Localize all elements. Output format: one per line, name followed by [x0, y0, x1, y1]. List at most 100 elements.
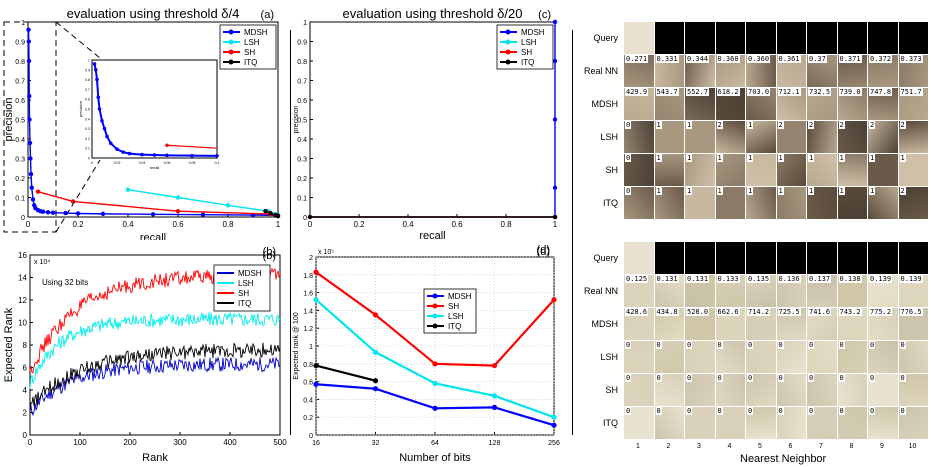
x-axis-label: Number of bits [399, 452, 471, 464]
result-thumbnail: 0 [807, 407, 837, 439]
result-thumbnail: 747.8 [868, 88, 898, 120]
legend-marker-sh [228, 49, 234, 55]
result-thumbnail: 1 [654, 154, 684, 186]
distance-tag: 1 [747, 154, 754, 162]
y-tick-label: 0.9 [297, 40, 307, 47]
column-label: 9 [880, 443, 884, 450]
distance-tag: 1 [686, 154, 693, 162]
inset-y-tick-label: 0.5 [85, 108, 90, 112]
legend-marker-mdsh [505, 29, 511, 35]
column-label: 7 [819, 443, 823, 450]
x-tick-label: 200 [123, 438, 137, 447]
result-thumbnail: 2 [868, 121, 898, 153]
query-cell [746, 22, 776, 54]
x-tick-label: 0.8 [500, 220, 512, 229]
inset-y-tick-label: 0.1 [85, 147, 90, 151]
result-thumbnail: 2 [898, 121, 928, 153]
query-cell [685, 242, 715, 274]
distance-tag: 0.137 [808, 275, 832, 283]
result-thumbnail: 0 [685, 341, 715, 373]
distance-tag: 1 [869, 154, 876, 162]
result-thumbnail: 2 [715, 121, 745, 153]
result-thumbnail: 0.137 [807, 275, 837, 307]
distance-tag: 0.135 [747, 275, 771, 283]
distance-tag: 0 [838, 407, 845, 415]
row-label: SH [605, 384, 618, 395]
result-thumbnail: 0 [807, 341, 837, 373]
distance-tag: 1 [838, 187, 845, 195]
column-label: 3 [697, 443, 701, 450]
y-tick-label: 0.6 [297, 98, 307, 105]
result-thumbnail: 714.2 [746, 308, 776, 340]
column-label: 2 [666, 443, 671, 450]
result-thumbnail: 0.139 [898, 275, 928, 307]
x-tick-label: 0.6 [451, 220, 463, 229]
inset-point-mdsh [102, 126, 107, 131]
legend-marker-itq [228, 59, 234, 65]
legend-marker-lsh [505, 39, 511, 45]
x-tick-label: 32 [372, 440, 380, 447]
inset-point-mdsh [108, 141, 113, 146]
distance-tag: 0 [747, 374, 754, 382]
result-thumbnail: 2 [837, 121, 867, 153]
y-tick-label: 0.2 [303, 415, 313, 422]
distance-tag: 714.2 [747, 308, 771, 316]
distance-tag: 1 [777, 187, 784, 195]
distance-tag: 0 [808, 374, 815, 382]
distance-tag: 0.139 [869, 275, 893, 283]
distance-tag: 428.6 [625, 308, 649, 316]
result-thumbnail: 1 [837, 187, 867, 219]
result-thumbnail: 1 [685, 154, 715, 186]
x-tick-label: 500 [273, 438, 287, 447]
result-thumbnail: 0 [746, 341, 776, 373]
x-tick-label: 1 [276, 220, 281, 229]
result-thumbnail: 0 [868, 407, 898, 439]
data-point-mdsh [30, 197, 36, 202]
query-cell [654, 242, 684, 274]
row-label: Real NN [583, 285, 618, 296]
result-thumbnail: 1 [715, 187, 745, 219]
data-point-mdsh [45, 210, 51, 215]
x-tick-label: 0.4 [402, 220, 414, 229]
distance-tag: 0 [716, 407, 723, 415]
inset-y-tick-label: 0.4 [85, 117, 90, 121]
chart-b-expected-rank: 0 2 4 6 8 10 12 14 16 0 100 200 300 400 500 Rank Expecte… [3, 246, 287, 464]
distance-tag: 0.344 [686, 55, 710, 63]
x-axis-label: Rank [142, 452, 168, 464]
distance-tag: 0 [625, 374, 632, 382]
result-thumbnail: 712.1 [776, 88, 806, 120]
distance-tag: 0 [716, 374, 723, 382]
legend-marker-itq [432, 323, 438, 329]
y-tick-label: 6 [23, 364, 28, 373]
query-cell [868, 242, 898, 274]
data-point-itq [263, 208, 268, 214]
data-point-mdsh [75, 211, 81, 216]
distance-tag: 0.331 [655, 55, 679, 63]
result-thumbnail: 0.371 [837, 55, 867, 87]
data-point-mdsh [50, 210, 56, 215]
y-tick-label: 0.4 [15, 137, 25, 144]
y-tick-label: 1 [21, 20, 25, 27]
x-tick-label: 64 [431, 440, 439, 447]
y-tick-label: 1.6 [303, 291, 313, 298]
distance-tag: 1 [716, 187, 723, 195]
distance-tag: 0.131 [686, 275, 710, 283]
legend-marker-mdsh [228, 29, 234, 35]
row-label: LSH [600, 131, 618, 142]
result-thumbnail: 0 [898, 341, 928, 373]
column-label: 6 [788, 443, 793, 450]
row-label: ITQ [603, 197, 618, 208]
result-thumbnail: 1 [776, 187, 806, 219]
y-tick-label: 0 [21, 215, 25, 222]
result-thumbnail: 0.373 [898, 55, 928, 87]
result-thumbnail: 428.6 [624, 308, 654, 340]
data-point-mdsh [100, 211, 106, 217]
result-thumbnail: 0 [807, 374, 837, 406]
inset-x-tick-label: 0 [91, 161, 93, 165]
inset-point-mdsh [92, 62, 97, 66]
distance-tag: 1 [655, 154, 662, 162]
result-thumbnail: 741.6 [807, 308, 837, 340]
data-point-sh [313, 269, 319, 275]
distance-tag: 0 [777, 374, 784, 382]
distance-tag: 712.1 [777, 88, 801, 96]
